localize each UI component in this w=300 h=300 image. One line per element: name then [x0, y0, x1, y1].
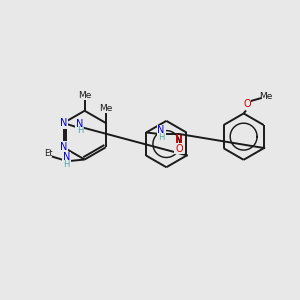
Text: H: H	[64, 160, 70, 169]
Text: N: N	[76, 119, 83, 129]
Text: O: O	[243, 99, 251, 109]
Text: N: N	[60, 118, 67, 128]
Text: O: O	[175, 143, 183, 154]
Text: H: H	[158, 133, 164, 142]
Text: Et: Et	[44, 149, 52, 158]
Text: Me: Me	[78, 92, 91, 100]
Text: N: N	[60, 142, 67, 152]
Text: N: N	[158, 125, 165, 135]
Text: N: N	[63, 152, 70, 162]
Text: Me: Me	[99, 103, 112, 112]
Text: Me: Me	[260, 92, 273, 101]
Text: H: H	[77, 127, 83, 136]
